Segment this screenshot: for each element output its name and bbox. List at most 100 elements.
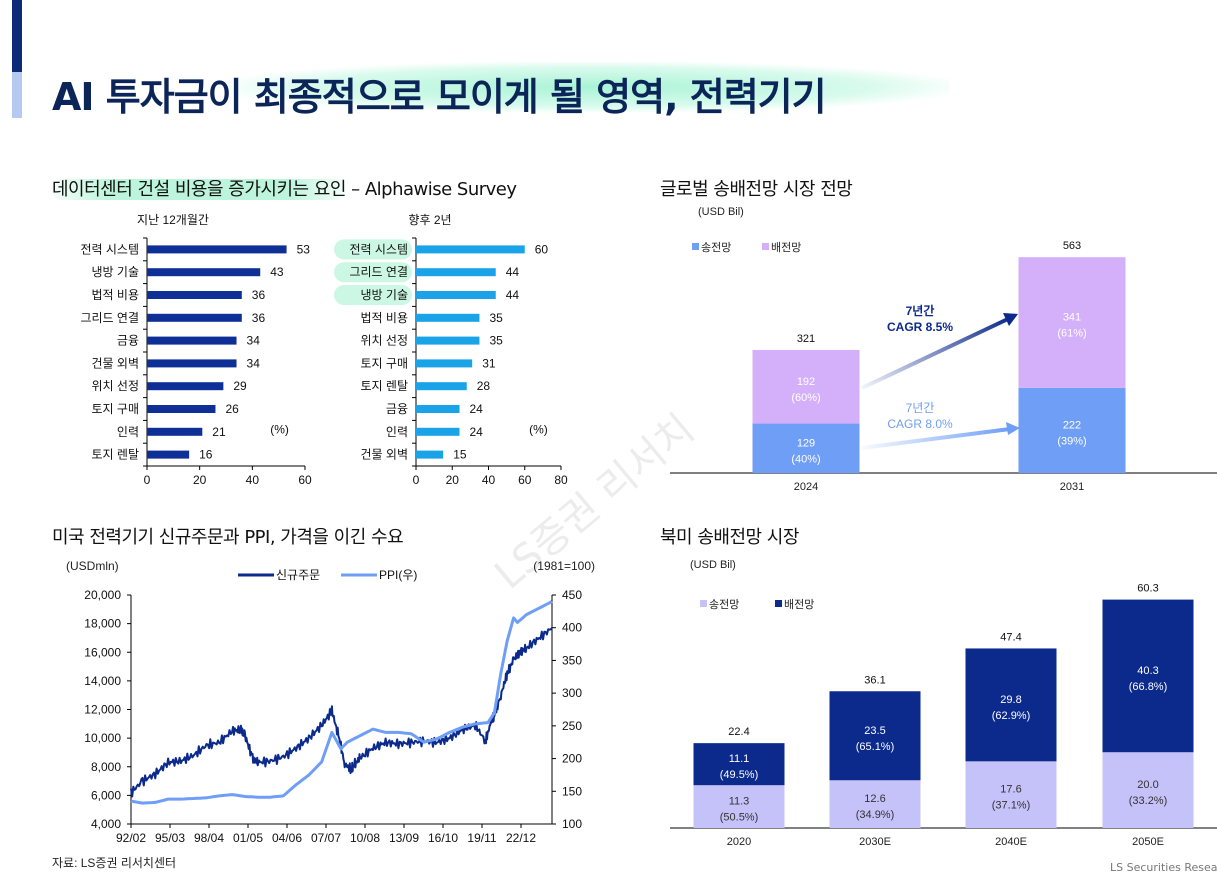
global-grid-unit: (USD Bil) [698, 206, 744, 218]
bar-segment [752, 423, 860, 473]
x-tick-label: 40 [482, 473, 496, 487]
category-label: 2030E [859, 836, 891, 848]
legend-swatch [762, 243, 769, 250]
left-tick-label: 8,000 [91, 760, 121, 774]
category-highlight [334, 239, 412, 260]
category-label: 법적 비용 [361, 311, 409, 325]
x-tick-label: 19/11 [467, 831, 496, 845]
segment-pct-label: (49.5%) [720, 769, 759, 781]
category-label: 2031 [1060, 481, 1084, 493]
category-label: 그리드 연결 [80, 311, 139, 325]
right-tick-label: 350 [562, 653, 582, 667]
legend-label: 배전망 [784, 598, 814, 611]
right-tick-label: 450 [562, 588, 582, 602]
left-tick-label: 4,000 [91, 817, 121, 831]
category-label: 전력 시스템 [80, 242, 139, 256]
bar-value-label: 26 [225, 402, 239, 416]
segment-pct-label: (61%) [1057, 328, 1086, 340]
bar [147, 245, 287, 254]
legend-swatch [775, 600, 782, 607]
legend-label: PPI(우) [379, 568, 417, 582]
category-label: 법적 비용 [92, 288, 140, 302]
category-label: 토지 구매 [361, 356, 409, 370]
bar [147, 450, 190, 459]
cagr-annotation-line1: 7년간 [906, 303, 935, 318]
bar-value-label: 16 [199, 448, 213, 462]
unit-label: (%) [270, 423, 289, 437]
cagr-arrow-dark [861, 316, 1011, 390]
bar [416, 359, 473, 368]
grid-section-title: 글로벌 송배전망 시장 전망 [660, 179, 853, 200]
x-tick-label: 40 [246, 473, 260, 487]
bar [416, 268, 496, 277]
survey-section-title: 데이터센터 건설 비용을 증가시키는 요인 – Alphawise Survey [52, 175, 517, 201]
bar [147, 313, 242, 322]
na-grid-unit: (USD Bil) [690, 559, 736, 571]
bar-value-label: 36 [252, 311, 266, 325]
bar-segment [693, 785, 785, 828]
bar-value-label: 34 [247, 334, 261, 348]
title-accent-bar-light [12, 72, 22, 118]
right-tick-label: 150 [562, 784, 582, 798]
bar [147, 268, 261, 277]
global-grid-chart: (USD Bil) 송전망 배전망 129 (40%) 192 (60%) 321 2024 2… [670, 206, 1217, 493]
cagr-annotation-line2: CAGR 8.5% [887, 320, 953, 334]
bar-value-label: 21 [212, 425, 226, 439]
segment-value-label: 11.3 [729, 796, 750, 808]
category-label: 2050E [1132, 836, 1164, 848]
category-label: 인력 [386, 425, 408, 439]
category-label: 금융 [386, 402, 408, 416]
page-title: AI 투자금이 최종적으로 모이게 될 영역, 전력기기 [52, 75, 827, 119]
source-note: 자료: LS증권 리서치센터 [52, 856, 177, 870]
footer-brand: LS Securities Resear [1110, 861, 1217, 874]
left-tick-label: 20,000 [84, 588, 121, 602]
category-label: 건물 외벽 [361, 448, 409, 462]
segment-value-label: 192 [797, 376, 815, 388]
title-accent-bar-dark [12, 0, 22, 72]
category-label: 2040E [995, 836, 1027, 848]
bar [147, 405, 216, 413]
arrow-head-light [1006, 422, 1020, 435]
category-label: 냉방 기술 [92, 265, 140, 279]
bar-segment [829, 691, 921, 781]
segment-value-label: 17.6 [1000, 784, 1021, 796]
segment-pct-label: (39%) [1057, 435, 1086, 447]
x-tick-label: 0 [413, 473, 420, 487]
category-label: 건물 외벽 [92, 356, 140, 370]
legend-label: 송전망 [701, 241, 731, 254]
right-tick-label: 200 [562, 752, 582, 766]
category-highlight [334, 285, 412, 305]
category-label: 금융 [117, 334, 139, 348]
us-orders-ppi-chart: (USDmln) (1981=100) 4,000 6,000 8,000 10,00… [66, 559, 595, 845]
segment-value-label: 40.3 [1137, 665, 1158, 677]
segment-pct-label: (50.5%) [720, 812, 759, 824]
arrow-head-dark [1003, 313, 1018, 326]
x-tick-label: 04/06 [272, 831, 302, 845]
x-tick-label: 13/09 [389, 831, 419, 845]
bar-value-label: 24 [470, 402, 484, 416]
bar [416, 405, 460, 413]
category-label: 위치 선정 [92, 379, 140, 393]
bar-value-label: 31 [482, 356, 496, 370]
series-line-new-orders [130, 627, 553, 798]
bar-value-label: 43 [270, 265, 284, 279]
category-label: 2024 [794, 481, 818, 493]
total-label: 60.3 [1137, 583, 1158, 595]
survey-past-title: 지난 12개월간 [137, 213, 209, 227]
total-label: 22.4 [728, 726, 749, 738]
segment-value-label: 129 [797, 437, 815, 449]
bar-segment [1018, 257, 1126, 388]
bar-value-label: 36 [252, 288, 266, 302]
legend-swatch [700, 600, 707, 607]
series-line-ppi [130, 600, 553, 805]
segment-value-label: 12.6 [864, 793, 885, 805]
survey-next-chart: 향후 2년 0 20 40 60 80 전력 시스템 60 그리드 연결 44 냉방 기술 44 법적… [334, 213, 568, 487]
survey-title-highlight: 데이터센터 건설 비용을 증가시키는 요인 [52, 179, 346, 200]
right-tick-label: 300 [562, 686, 582, 700]
category-label: 토지 구매 [92, 402, 140, 416]
x-tick-label: 95/03 [155, 831, 185, 845]
bar [416, 313, 480, 322]
line-section-title: 미국 전력기기 신규주문과 PPI, 가격을 이긴 수요 [52, 527, 404, 548]
left-tick-label: 10,000 [84, 731, 121, 745]
x-tick-label: 92/02 [116, 831, 146, 845]
